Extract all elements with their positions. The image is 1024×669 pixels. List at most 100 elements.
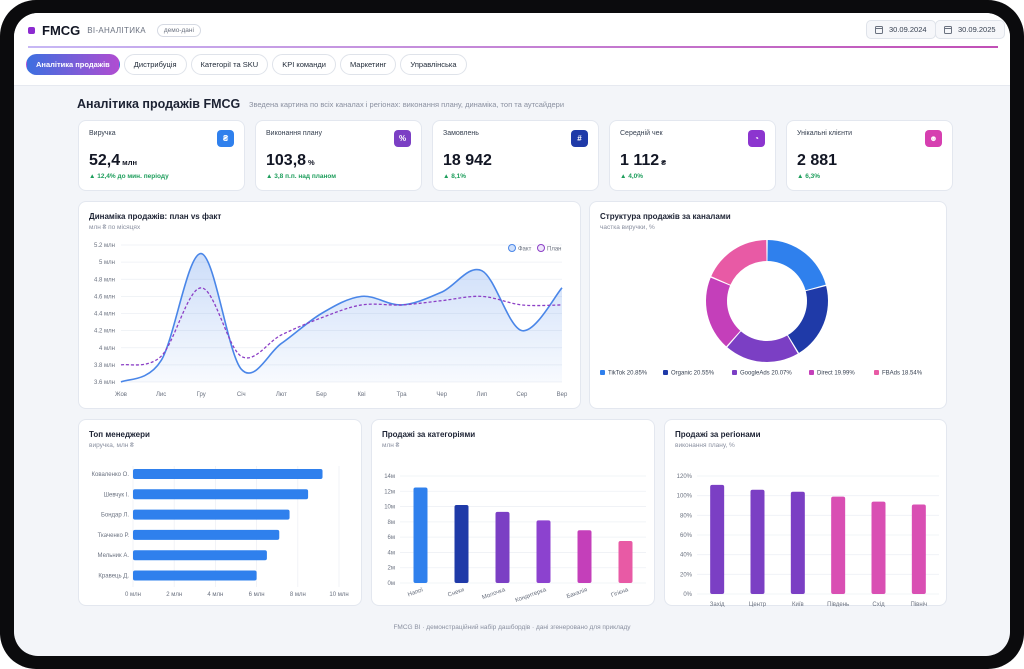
y-tick-label: 100% — [677, 494, 693, 500]
bar[interactable] — [133, 570, 257, 581]
bar[interactable] — [133, 529, 280, 540]
regions-bar-chart[interactable]: 0% 20% 40% 60% 80% 100% 120% Захід Центр Київ Півд… — [665, 420, 948, 607]
footer-note: FMCG BI · демонстраційний набір дашборді… — [393, 624, 631, 631]
pie-slice[interactable] — [727, 331, 798, 362]
bar[interactable] — [133, 489, 309, 500]
bar[interactable] — [133, 469, 323, 479]
kpi-delta: ▲ 4,0% — [620, 173, 644, 180]
pie-slice[interactable] — [767, 240, 826, 291]
y-category-label: Ткаченко Р. — [98, 533, 130, 539]
bar[interactable] — [536, 520, 551, 583]
date-from-value: 30.09.2024 — [889, 25, 927, 34]
legend-marker — [663, 370, 668, 375]
line-chart[interactable]: 3.6 млн 3.8 млн 4 млн 4.2 млн 4.4 млн 4.6 млн… — [79, 202, 582, 410]
legend-label: Факт — [518, 247, 532, 253]
pie-slice[interactable] — [711, 240, 767, 285]
categories-card: Продажі за категоріями млн ₴ 0м 2м 4м 6м 8м 1… — [371, 419, 655, 606]
kpi-delta: ▲ 3,8 п.п. над планом — [266, 173, 337, 180]
x-tick-label: Кві — [358, 392, 366, 398]
bar[interactable] — [790, 491, 805, 594]
kpi-value: 2 881 — [797, 152, 839, 170]
calendar-icon — [944, 25, 952, 34]
tab-1[interactable]: Аналітика продажів — [26, 54, 120, 75]
tab-5[interactable]: Маркетинг — [339, 54, 397, 75]
bar[interactable] — [413, 487, 428, 583]
y-tick-label: 60% — [680, 533, 693, 539]
y-tick-label: 120% — [677, 474, 693, 480]
kpi-label: Замовлень — [443, 130, 479, 137]
bar[interactable] — [454, 505, 469, 583]
donut-chart[interactable]: TikTok 20.85% Organic 20.55% GoogleAds 20.… — [590, 202, 948, 410]
plan-series-line[interactable] — [120, 287, 563, 366]
chart-title: Динаміка продажів: план vs факт — [89, 212, 222, 221]
pie-slice[interactable] — [787, 285, 828, 353]
x-category-label: Молочка — [481, 587, 506, 601]
top-bar: FMCG BI-АНАЛІТИКА демо-дані 30.09.2024 3… — [14, 13, 1010, 86]
bar[interactable] — [871, 501, 886, 594]
nav-tabs: Аналітика продажів Дистрибуція Категорії т… — [26, 54, 467, 75]
y-tick-label: 14м — [384, 474, 395, 480]
kpi-card: Замовлень #18 942 ▲ 8,1% — [432, 120, 599, 191]
kpi-value: 18 942 — [443, 152, 494, 170]
categories-bar-chart[interactable]: 0м 2м 4м 6м 8м 10м 12м 14м Напої Снеки Молочка Конд… — [372, 420, 656, 607]
kpi-unit: млн — [122, 158, 137, 167]
regions-card: Продажі за регіонами виконання плану, % … — [664, 419, 948, 607]
hash-icon: # — [571, 130, 588, 147]
kpi-delta: ▲ 12,4% до мин. періоду — [89, 173, 169, 180]
y-tick-label: 4.2 млн — [94, 329, 115, 335]
bar[interactable] — [831, 496, 846, 594]
percent-icon: % — [394, 130, 411, 147]
date-to-picker[interactable]: 30.09.2025 — [935, 20, 1005, 39]
kpi-card: Виручка ₴ 52,4 млн ▲ 12,4% до мин. періоду — [78, 120, 245, 191]
x-category-label: Кондитерка — [515, 587, 548, 604]
y-category-label: Шевчук І. — [103, 492, 129, 498]
chart-subtitle: виконання плану, % — [675, 442, 735, 449]
kpi-label: Виручка — [89, 130, 116, 137]
x-tick-label: Гру — [197, 392, 206, 398]
tab-6[interactable]: Управлінська — [400, 54, 467, 75]
x-category-label: Центр — [749, 602, 767, 607]
sales-dynamics-card: Динаміка продажів: план vs факт млн ₴ по… — [78, 201, 581, 409]
bar[interactable] — [750, 489, 765, 594]
y-tick-label: 4 млн — [99, 346, 115, 352]
pie-slice[interactable] — [705, 277, 741, 347]
chart-subtitle: млн ₴ по місяцях — [89, 224, 141, 231]
date-from-picker[interactable]: 30.09.2024 — [866, 20, 936, 39]
tab-3[interactable]: Категорії та SKU — [190, 54, 269, 75]
x-tick-label: Лют — [276, 392, 287, 398]
kpi-number: 2 881 — [797, 152, 838, 169]
y-tick-label: 8м — [388, 520, 395, 526]
date-to-value: 30.09.2025 — [958, 25, 996, 34]
bar[interactable] — [577, 530, 592, 583]
x-tick-label: 10 млн — [329, 592, 348, 598]
chart-title: Структура продажів за каналами — [600, 212, 731, 221]
kpi-value: 103,8% — [266, 152, 315, 170]
chart-title: Продажі за регіонами — [675, 430, 761, 439]
x-category-label: Київ — [792, 602, 804, 607]
bar[interactable] — [710, 484, 725, 594]
bar[interactable] — [618, 540, 633, 583]
y-category-label: Кравець Д. — [98, 574, 129, 580]
fact-series-line[interactable] — [120, 252, 563, 383]
bar[interactable] — [911, 504, 926, 594]
bar[interactable] — [495, 511, 510, 583]
legend-label: GoogleAds 20.07% — [740, 371, 792, 377]
managers-bar-chart[interactable]: 0 млн 2 млн 4 млн 6 млн 8 млн 10 млн Коваленко… — [79, 420, 363, 607]
x-category-label: Бакалія — [566, 587, 588, 600]
x-tick-label: Січ — [237, 392, 246, 398]
kpi-delta: ▲ 8,1% — [443, 173, 467, 180]
bar[interactable] — [133, 509, 290, 520]
tab-2[interactable]: Дистрибуція — [123, 54, 187, 75]
x-category-label: Гігієна — [610, 587, 629, 599]
kpi-label: Середній чек — [620, 130, 663, 137]
y-tick-label: 20% — [680, 572, 693, 578]
kpi-card: Середній чек ◔ 1 112 ₴ ▲ 4,0% — [609, 120, 776, 191]
brand-logo-icon — [28, 27, 35, 34]
legend-marker — [508, 244, 516, 252]
legend-marker — [600, 370, 605, 375]
y-tick-label: 12м — [384, 489, 395, 495]
y-tick-label: 3.6 млн — [94, 380, 115, 386]
tab-4[interactable]: KPI команди — [272, 54, 336, 75]
bar[interactable] — [133, 550, 267, 561]
